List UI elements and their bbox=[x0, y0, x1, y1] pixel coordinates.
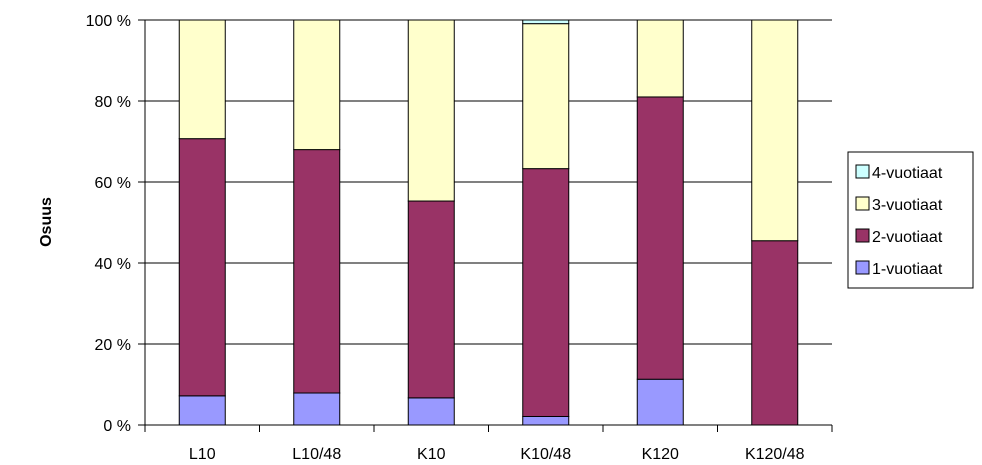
legend-label: 3-vuotiaat bbox=[872, 197, 943, 214]
x-tick-label: L10 bbox=[189, 446, 216, 463]
bar-segment bbox=[522, 168, 570, 417]
x-tick-label: L10/48 bbox=[292, 446, 341, 463]
x-tick-label: K120/48 bbox=[745, 446, 805, 463]
bar-segment bbox=[178, 19, 226, 140]
x-tick-label: K10 bbox=[417, 446, 446, 463]
y-axis-label: Osuus bbox=[38, 197, 55, 247]
bar-segment bbox=[293, 392, 341, 426]
legend-label: 4-vuotiaat bbox=[872, 165, 943, 182]
bar-segment bbox=[293, 19, 341, 151]
legend-swatch bbox=[855, 260, 870, 275]
legend-swatch bbox=[855, 228, 870, 243]
bar-segment bbox=[407, 200, 455, 399]
bar-segment bbox=[522, 19, 570, 25]
bars bbox=[178, 19, 799, 426]
axes: 0 % 20 % 40 % 60 % 80 % 100 % L10 L10/48 K10 K10/… bbox=[86, 13, 833, 463]
gridlines bbox=[145, 19, 832, 345]
legend-swatch bbox=[855, 164, 870, 179]
legend: 4-vuotiaat 3-vuotiaat 2-vuotiaat 1-vuotiaat bbox=[847, 151, 974, 289]
legend-label: 1-vuotiaat bbox=[872, 261, 943, 278]
bar-segment bbox=[751, 240, 799, 426]
bar-segment bbox=[178, 138, 226, 397]
legend-swatch bbox=[855, 196, 870, 211]
legend-label: 2-vuotiaat bbox=[872, 229, 943, 246]
bar-segment bbox=[522, 415, 570, 426]
bar-segment bbox=[407, 397, 455, 426]
bar-segment bbox=[751, 19, 799, 242]
bar-segment bbox=[407, 19, 455, 202]
x-tick-label: K120 bbox=[642, 446, 679, 463]
y-tick-label: 100 % bbox=[86, 13, 131, 30]
y-tick-label: 0 % bbox=[103, 418, 131, 435]
x-tick-label: K10/48 bbox=[520, 446, 571, 463]
y-tick-label: 20 % bbox=[95, 337, 131, 354]
bar-segment bbox=[293, 149, 341, 394]
y-tick-label: 40 % bbox=[95, 256, 131, 273]
bar-segment bbox=[636, 96, 684, 380]
bar-segment bbox=[522, 23, 570, 170]
y-tick-label: 80 % bbox=[95, 94, 131, 111]
bar-segment bbox=[636, 378, 684, 426]
y-tick-label: 60 % bbox=[95, 175, 131, 192]
bar-segment bbox=[178, 395, 226, 426]
bar-segment bbox=[636, 19, 684, 98]
